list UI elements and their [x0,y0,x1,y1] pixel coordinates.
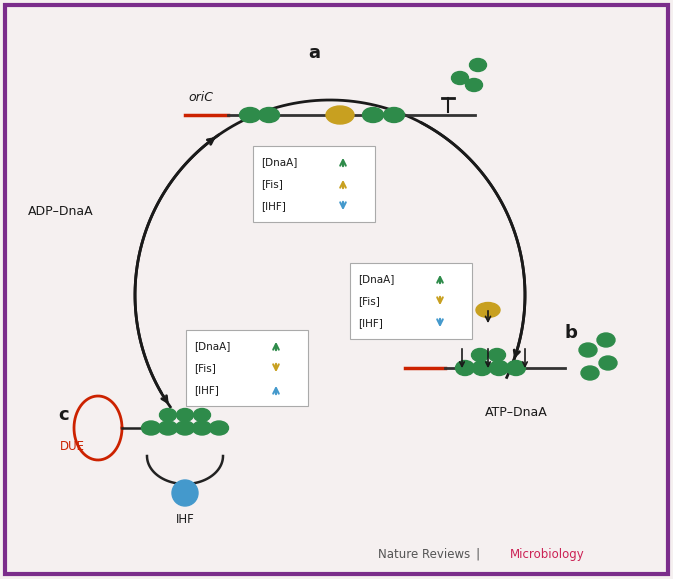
Ellipse shape [326,106,354,124]
Text: c: c [58,406,69,424]
Text: [Fis]: [Fis] [194,363,216,373]
Ellipse shape [507,361,526,376]
FancyBboxPatch shape [186,330,308,406]
Text: oriC: oriC [188,91,213,104]
Ellipse shape [472,349,489,361]
Ellipse shape [597,333,615,347]
Text: ATP–DnaA: ATP–DnaA [485,406,548,419]
Ellipse shape [489,361,509,376]
Circle shape [172,480,198,506]
Text: Microbiology: Microbiology [510,548,585,561]
Ellipse shape [476,302,500,317]
Ellipse shape [599,356,617,370]
Ellipse shape [466,79,483,91]
Text: [DnaA]: [DnaA] [358,274,394,284]
Text: ADP–DnaA: ADP–DnaA [28,205,94,218]
Ellipse shape [258,108,279,123]
Ellipse shape [452,71,468,85]
Text: b: b [565,324,578,342]
Text: [IHF]: [IHF] [261,201,286,211]
Ellipse shape [363,108,384,123]
Ellipse shape [176,421,194,435]
Text: [IHF]: [IHF] [194,385,219,395]
Ellipse shape [209,421,229,435]
Ellipse shape [240,108,260,123]
FancyBboxPatch shape [253,146,375,222]
Ellipse shape [194,409,211,422]
Text: [DnaA]: [DnaA] [261,157,297,167]
Ellipse shape [579,343,597,357]
Ellipse shape [192,421,211,435]
Ellipse shape [384,108,404,123]
Ellipse shape [176,409,194,422]
Ellipse shape [141,421,160,435]
Ellipse shape [470,58,487,71]
Text: DUE: DUE [59,440,85,453]
Ellipse shape [489,349,505,361]
FancyBboxPatch shape [350,263,472,339]
Text: [Fis]: [Fis] [358,296,380,306]
Ellipse shape [160,409,176,422]
Ellipse shape [581,366,599,380]
Text: [Fis]: [Fis] [261,179,283,189]
Ellipse shape [456,361,474,376]
Text: a: a [308,44,320,62]
Ellipse shape [159,421,178,435]
Ellipse shape [472,361,491,376]
Text: [DnaA]: [DnaA] [194,341,230,351]
Text: IHF: IHF [176,513,194,526]
Text: Nature Reviews |: Nature Reviews | [378,548,486,561]
Text: [IHF]: [IHF] [358,318,383,328]
